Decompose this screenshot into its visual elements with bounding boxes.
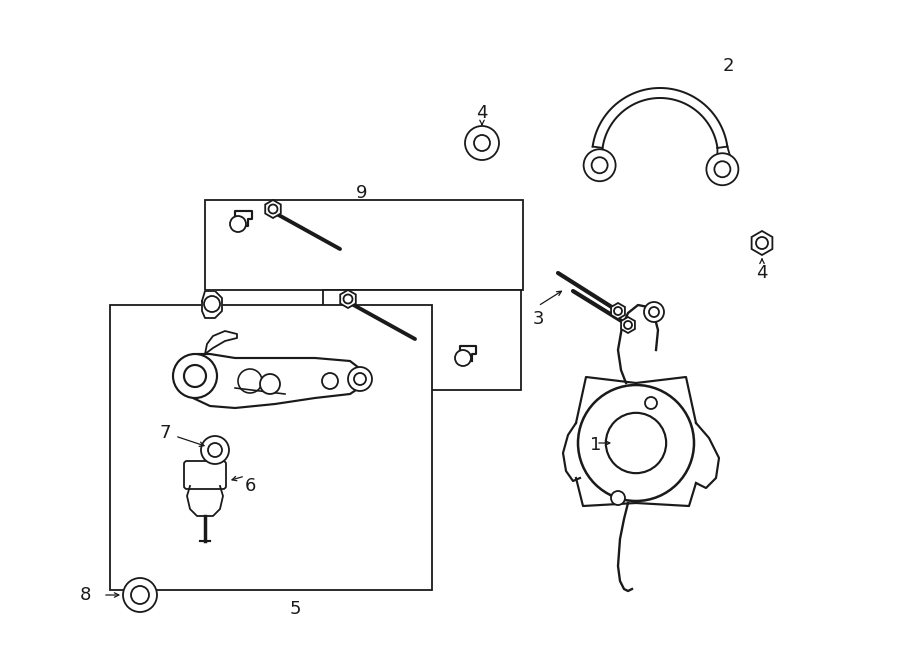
Polygon shape [621, 317, 634, 333]
Polygon shape [187, 486, 223, 516]
Text: 8: 8 [79, 586, 91, 604]
Circle shape [322, 373, 338, 389]
Text: 1: 1 [590, 436, 602, 454]
Circle shape [238, 369, 262, 393]
Circle shape [230, 216, 246, 232]
Bar [110, 305, 432, 590]
Circle shape [624, 321, 632, 329]
Circle shape [208, 443, 222, 457]
Circle shape [354, 373, 366, 385]
Text: 2: 2 [722, 57, 734, 75]
Circle shape [611, 491, 625, 505]
Circle shape [578, 385, 694, 501]
Text: 9: 9 [356, 184, 368, 202]
Polygon shape [752, 231, 772, 255]
Circle shape [649, 307, 659, 317]
Text: 3: 3 [532, 310, 544, 328]
Circle shape [474, 135, 490, 151]
Circle shape [706, 153, 738, 185]
Circle shape [173, 354, 217, 398]
Polygon shape [205, 331, 237, 354]
Polygon shape [187, 354, 365, 408]
Circle shape [204, 296, 220, 312]
Circle shape [644, 302, 664, 322]
Circle shape [715, 161, 731, 177]
Circle shape [756, 237, 768, 249]
Circle shape [591, 157, 608, 173]
Polygon shape [202, 291, 222, 318]
Circle shape [645, 397, 657, 409]
Circle shape [260, 374, 280, 394]
Polygon shape [340, 290, 356, 308]
Circle shape [455, 350, 471, 366]
Bar [323, 290, 521, 390]
Circle shape [348, 367, 372, 391]
Text: 7: 7 [159, 424, 171, 442]
Polygon shape [266, 200, 281, 218]
Text: 5: 5 [289, 600, 301, 618]
Circle shape [184, 365, 206, 387]
Circle shape [344, 295, 353, 303]
Bar [205, 200, 523, 290]
Text: 4: 4 [756, 264, 768, 282]
Circle shape [201, 436, 229, 464]
Circle shape [606, 413, 666, 473]
Text: 6: 6 [244, 477, 256, 495]
Text: 4: 4 [476, 104, 488, 122]
Circle shape [123, 578, 157, 612]
Circle shape [465, 126, 499, 160]
Circle shape [131, 586, 149, 604]
Circle shape [268, 204, 277, 214]
FancyBboxPatch shape [184, 461, 226, 489]
Circle shape [583, 149, 616, 181]
Circle shape [614, 307, 622, 315]
Polygon shape [611, 303, 625, 319]
